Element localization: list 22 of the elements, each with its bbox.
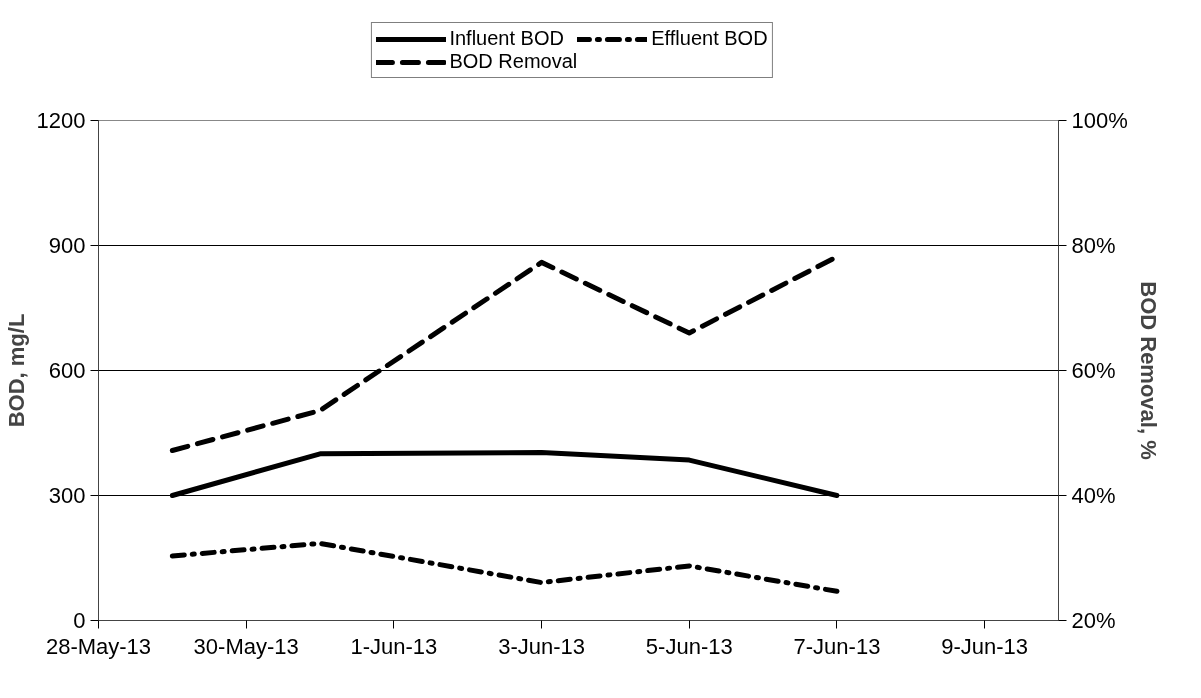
y-axis-title: BOD, mg/L [3,313,29,428]
x-tick-label: 28-May-13 [45,633,152,659]
legend-label: Influent BOD [449,27,564,50]
y2-axis-title: BOD Removal, % [1135,281,1161,460]
x-tick-label: 5-Jun-13 [645,633,733,659]
legend-label: Effluent BOD [651,27,768,50]
y2-tick-label: 40% [1071,483,1116,508]
y-tick-label: 600 [48,358,86,383]
x-tick-label: 9-Jun-13 [941,633,1029,659]
y2-tick-label: 80% [1071,233,1116,258]
y-tick-label: 300 [48,483,86,508]
y-tick-label: 900 [48,233,86,258]
x-tick-label: 30-May-13 [193,633,299,659]
legend-label: BOD Removal [449,50,578,73]
x-tick-label: 3-Jun-13 [498,633,586,659]
x-tick-label: 1-Jun-13 [350,633,438,659]
y-tick-label: 1200 [36,108,86,133]
y2-tick-label: 60% [1071,358,1116,383]
x-tick-label: 7-Jun-13 [793,633,881,659]
y2-tick-label: 100% [1071,108,1128,133]
y-tick-label: 0 [73,608,86,633]
y2-tick-label: 20% [1071,608,1116,633]
